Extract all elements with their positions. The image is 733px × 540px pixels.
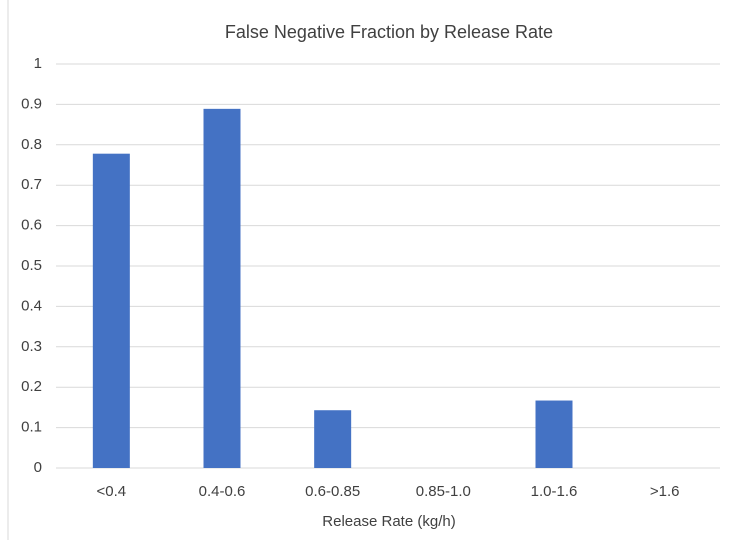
x-tick-label: 0.85-1.0 [416,483,471,500]
y-tick-label: 0.7 [21,176,42,193]
x-tick-label: <0.4 [97,483,127,500]
y-tick-label: 0.1 [21,419,42,436]
bar [535,400,573,468]
bar [92,153,130,469]
y-tick-label: 1 [34,55,42,72]
x-tick-label: 1.0-1.6 [531,483,578,500]
bar [314,410,352,468]
y-tick-label: 0 [34,459,42,476]
x-tick-label: >1.6 [650,483,680,500]
y-tick-label: 0.3 [21,338,42,355]
bar [203,108,241,469]
y-tick-label: 0.5 [21,257,42,274]
y-tick-label: 0.4 [21,297,42,314]
chart-title: False Negative Fraction by Release Rate [225,22,553,42]
x-tick-label: 0.6-0.85 [305,483,360,500]
x-axis-label: Release Rate (kg/h) [322,513,455,530]
y-tick-label: 0.2 [21,378,42,395]
y-tick-label: 0.9 [21,95,42,112]
x-tick-label: 0.4-0.6 [199,483,246,500]
y-tick-label: 0.6 [21,217,42,234]
y-tick-label: 0.8 [21,136,42,153]
